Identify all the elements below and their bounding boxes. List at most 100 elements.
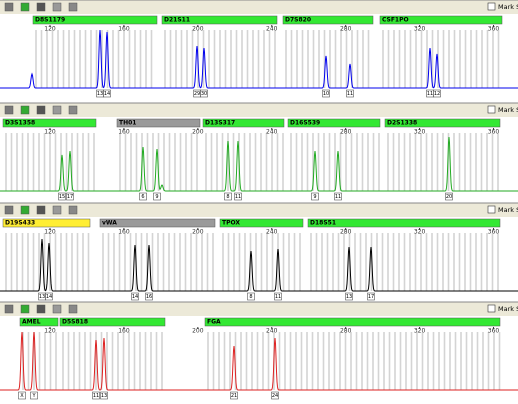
allele-box[interactable]	[103, 89, 111, 98]
mark-checkbox[interactable]	[487, 205, 496, 214]
tick-label: 320	[414, 229, 426, 236]
trace	[0, 238, 518, 292]
allele-box[interactable]	[92, 391, 100, 400]
marker-bar[interactable]	[116, 118, 201, 128]
toolbar-button[interactable]	[36, 304, 46, 314]
allele-box[interactable]	[200, 89, 208, 98]
marker-bar[interactable]	[19, 317, 59, 327]
toolbar-button[interactable]	[52, 2, 62, 12]
marker-bar[interactable]	[2, 218, 91, 228]
marker-name: FGA	[207, 319, 221, 326]
toolbar-button[interactable]	[68, 304, 78, 314]
marker-name: D13S317	[205, 120, 235, 127]
allele-box[interactable]	[100, 391, 108, 400]
allele-box[interactable]	[271, 391, 279, 400]
allele-box[interactable]	[139, 192, 147, 201]
allele-label: 11	[335, 194, 341, 200]
allele-box[interactable]	[346, 89, 354, 98]
marker-bar[interactable]	[204, 317, 501, 327]
allele-label: 13	[39, 294, 45, 300]
marker-bar[interactable]	[379, 15, 503, 25]
toolbar-button[interactable]	[36, 105, 46, 115]
marker-bar[interactable]	[2, 118, 97, 128]
allele-box[interactable]	[311, 192, 319, 201]
allele-box[interactable]	[247, 292, 255, 301]
mark-sample-label: Mark Sam	[498, 305, 518, 313]
marker-name: TH01	[119, 120, 136, 127]
allele-box[interactable]	[334, 192, 342, 201]
allele-box[interactable]	[18, 391, 26, 400]
allele-box[interactable]	[30, 391, 38, 400]
toolbar-button[interactable]	[68, 205, 78, 215]
allele-label: 13	[97, 91, 103, 97]
allele-box[interactable]	[131, 292, 139, 301]
toolbar-button[interactable]	[52, 205, 62, 215]
allele-box[interactable]	[445, 192, 453, 201]
marker-bar[interactable]	[282, 15, 374, 25]
tick-label: 320	[414, 129, 426, 136]
mark-checkbox[interactable]	[487, 105, 496, 114]
allele-label: 11	[347, 91, 353, 97]
tick-label: 240	[266, 26, 278, 33]
marker-name: D3S1358	[5, 120, 35, 127]
toolbar-button[interactable]	[52, 304, 62, 314]
toolbar-button[interactable]	[20, 205, 30, 215]
marker-bar[interactable]	[384, 118, 501, 128]
toolbar-button[interactable]	[4, 304, 14, 314]
tick-label: 280	[340, 328, 352, 335]
toolbar-button[interactable]	[36, 2, 46, 12]
allele-label: 13	[101, 393, 107, 399]
allele-box[interactable]	[66, 192, 74, 201]
tick-label: 200	[192, 129, 204, 136]
allele-box[interactable]	[58, 192, 66, 201]
allele-box[interactable]	[345, 292, 353, 301]
marker-name: D21S11	[164, 17, 190, 24]
toolbar-button[interactable]	[20, 2, 30, 12]
allele-label: X	[20, 393, 24, 399]
mark-checkbox[interactable]	[487, 2, 496, 11]
allele-label: 9	[313, 194, 316, 200]
allele-box[interactable]	[153, 192, 161, 201]
allele-box[interactable]	[145, 292, 153, 301]
toolbar-button[interactable]	[4, 205, 14, 215]
tick-label: 200	[192, 26, 204, 33]
toolbar-button[interactable]	[20, 304, 30, 314]
panel: Mark Sam D8S1179 D21S11 D7S820 CSF1PO 120 160 2…	[0, 0, 518, 98]
toolbar-button[interactable]	[68, 2, 78, 12]
marker-bar[interactable]	[99, 218, 216, 228]
allele-box[interactable]	[433, 89, 441, 98]
panel: Mark Sam D19S433 vWA TPOX D18S51 120 160 200 240…	[0, 202, 518, 301]
trace	[0, 136, 518, 192]
allele-box[interactable]	[322, 89, 330, 98]
toolbar-button[interactable]	[4, 105, 14, 115]
allele-box[interactable]	[234, 192, 242, 201]
marker-name: AMEL	[22, 319, 41, 326]
marker-bar[interactable]	[307, 218, 501, 228]
allele-label: 30	[201, 91, 207, 97]
toolbar-button[interactable]	[36, 205, 46, 215]
allele-label: 14	[104, 91, 110, 97]
marker-bar[interactable]	[161, 15, 278, 25]
allele-box[interactable]	[230, 391, 238, 400]
toolbar-button[interactable]	[68, 105, 78, 115]
marker-bar[interactable]	[219, 218, 304, 228]
toolbar-button[interactable]	[4, 2, 14, 12]
marker-bar[interactable]	[32, 15, 158, 25]
allele-label: Y	[31, 393, 36, 399]
mark-checkbox[interactable]	[487, 304, 496, 313]
allele-box[interactable]	[45, 292, 53, 301]
allele-box[interactable]	[367, 292, 375, 301]
tick-label: 360	[488, 229, 500, 236]
toolbar-button[interactable]	[52, 105, 62, 115]
marker-bar[interactable]	[202, 118, 285, 128]
marker-name: CSF1PO	[382, 17, 409, 24]
trace	[0, 29, 518, 89]
marker-bar[interactable]	[287, 118, 381, 128]
tick-label: 280	[340, 129, 352, 136]
allele-box[interactable]	[224, 192, 232, 201]
toolbar-button[interactable]	[20, 105, 30, 115]
allele-box[interactable]	[274, 292, 282, 301]
allele-label: 6	[141, 194, 144, 200]
tick-label: 360	[488, 328, 500, 335]
marker-bar[interactable]	[59, 317, 166, 327]
